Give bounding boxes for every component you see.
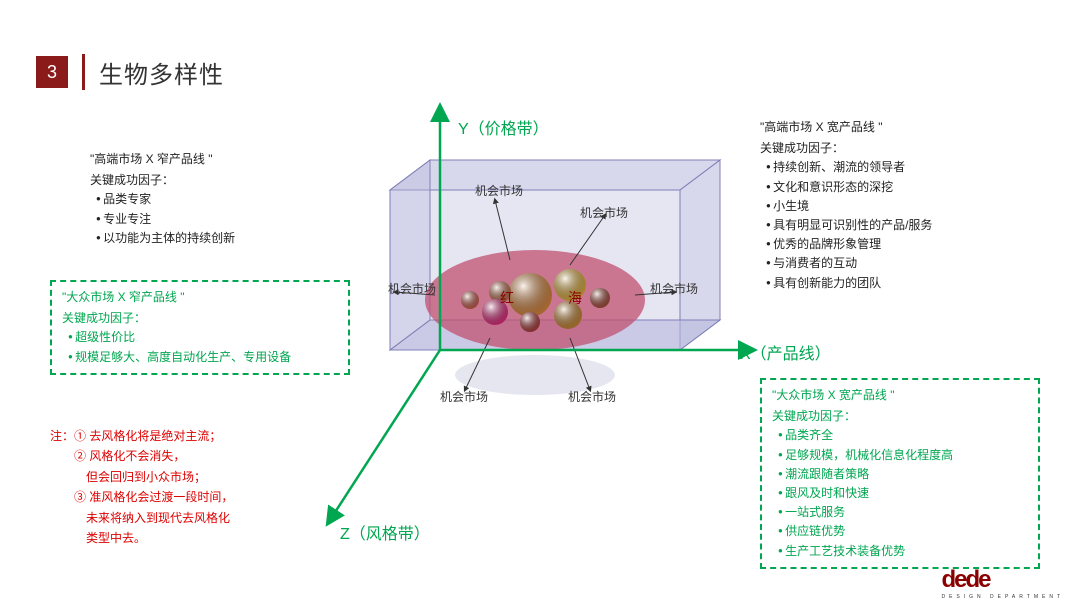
box-tr-lead: "高端市场 X 宽产品线 " <box>760 118 1040 137</box>
quadrant-box-bottom-right: "大众市场 X 宽产品线 " 关键成功因子： 品类齐全 足够规模，机械化信息化程… <box>760 378 1040 569</box>
quadrant-box-top-right: "高端市场 X 宽产品线 " 关键成功因子： 持续创新、潮流的领导者 文化和意识… <box>760 118 1040 293</box>
list-item: 规模足够大、高度自动化生产、专用设备 <box>68 348 338 367</box>
box-ml-lead: "大众市场 X 窄产品线 " <box>62 288 338 307</box>
list-item: 一站式服务 <box>778 503 1028 522</box>
note-line: ③ 准风格化会过渡一段时间， <box>50 487 350 507</box>
list-item: 跟风及时和快速 <box>778 484 1028 503</box>
list-item: 品类专家 <box>96 190 330 209</box>
list-item: 小生境 <box>766 197 1040 216</box>
center-label-right: 海 <box>568 288 582 308</box>
box-tr-list: 持续创新、潮流的领导者 文化和意识形态的深挖 小生境 具有明显可识别性的产品/服… <box>760 158 1040 292</box>
market-label-1: 机会市场 <box>475 182 523 199</box>
header-divider <box>82 54 85 90</box>
list-item: 持续创新、潮流的领导者 <box>766 158 1040 177</box>
diagram-canvas: Y（价格带） X（产品线） Z（风格带） 红 海 机会市场 机会市场 机会市场 … <box>320 100 760 540</box>
axis-z-label: Z（风格带） <box>340 520 430 544</box>
diagram-svg <box>320 100 760 540</box>
list-item: 与消费者的互动 <box>766 254 1040 273</box>
box-tl-list: 品类专家 专业专注 以功能为主体的持续创新 <box>90 190 330 248</box>
note-line: ② 风格化不会消失， <box>50 446 350 466</box>
slide-number-badge: 3 <box>36 56 68 88</box>
box-tl-lead: "高端市场 X 窄产品线 " <box>90 150 330 169</box>
list-item: 文化和意识形态的深挖 <box>766 178 1040 197</box>
quadrant-box-mid-left: "大众市场 X 窄产品线 " 关键成功因子： 超级性价比 规模足够大、高度自动化… <box>50 280 350 375</box>
box-br-sub: 关键成功因子： <box>772 407 1028 426</box>
brand-logo: dede DESIGN DEPARTMENT <box>941 566 1064 600</box>
axis-x-label: X（产品线） <box>740 340 831 364</box>
list-item: 具有明显可识别性的产品/服务 <box>766 216 1040 235</box>
list-item: 供应链优势 <box>778 522 1028 541</box>
market-label-6: 机会市场 <box>568 388 616 405</box>
list-item: 潮流跟随者策略 <box>778 465 1028 484</box>
note-line: 注：① 去风格化将是绝对主流； <box>50 426 350 446</box>
market-label-5: 机会市场 <box>440 388 488 405</box>
list-item: 足够规模，机械化信息化程度高 <box>778 446 1028 465</box>
logo-main: dede <box>941 566 989 593</box>
center-label-left: 红 <box>500 288 514 308</box>
market-label-2: 机会市场 <box>580 204 628 221</box>
list-item: 具有创新能力的团队 <box>766 274 1040 293</box>
note-line: 类型中去。 <box>50 528 350 548</box>
note-line: 但会回归到小众市场； <box>50 467 350 487</box>
list-item: 优秀的品牌形象管理 <box>766 235 1040 254</box>
slide-title: 生物多样性 <box>99 55 224 90</box>
box-tr-sub: 关键成功因子： <box>760 139 1040 158</box>
list-item: 生产工艺技术装备优势 <box>778 542 1028 561</box>
note-line: 未来将纳入到现代去风格化 <box>50 508 350 528</box>
footnote: 注：① 去风格化将是绝对主流； ② 风格化不会消失， 但会回归到小众市场； ③ … <box>50 426 350 548</box>
list-item: 以功能为主体的持续创新 <box>96 229 330 248</box>
box-br-lead: "大众市场 X 宽产品线 " <box>772 386 1028 405</box>
box-tl-sub: 关键成功因子： <box>90 171 330 190</box>
list-item: 专业专注 <box>96 210 330 229</box>
axis-y-label: Y（价格带） <box>458 115 549 139</box>
box-br-list: 品类齐全 足够规模，机械化信息化程度高 潮流跟随者策略 跟风及时和快速 一站式服… <box>772 426 1028 560</box>
logo-sub: DESIGN DEPARTMENT <box>941 594 1064 600</box>
list-item: 品类齐全 <box>778 426 1028 445</box>
box-ml-list: 超级性价比 规模足够大、高度自动化生产、专用设备 <box>62 328 338 366</box>
market-label-3: 机会市场 <box>388 280 436 297</box>
list-item: 超级性价比 <box>68 328 338 347</box>
quadrant-box-top-left: "高端市场 X 窄产品线 " 关键成功因子： 品类专家 专业专注 以功能为主体的… <box>90 150 330 248</box>
box-ml-sub: 关键成功因子： <box>62 309 338 328</box>
market-label-4: 机会市场 <box>650 280 698 297</box>
slide-header: 3 生物多样性 <box>36 54 224 90</box>
